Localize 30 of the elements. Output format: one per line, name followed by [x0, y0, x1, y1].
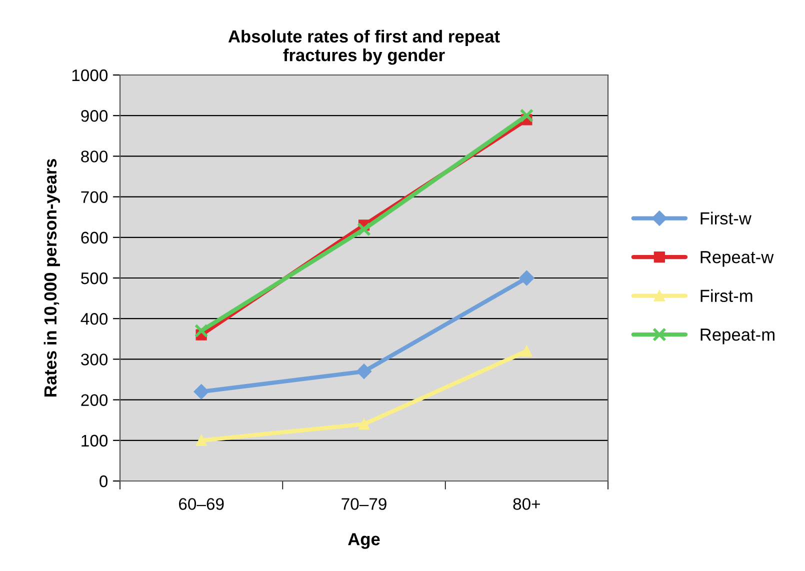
- y-tick-label: 100: [82, 434, 108, 447]
- y-tick-label: 700: [81, 191, 108, 204]
- y-tick-label: 500: [81, 272, 108, 284]
- legend-label: Repeat-m: [700, 328, 774, 344]
- y-tick-label: 200: [81, 394, 108, 406]
- x-tick-label: 80+: [513, 498, 540, 510]
- y-tick-label: 900: [81, 110, 108, 122]
- point: [519, 270, 534, 286]
- point: [520, 108, 534, 123]
- y-tick-label: 800: [81, 150, 108, 162]
- point: [356, 364, 372, 379]
- legend-label: Repeat-w: [700, 251, 774, 267]
- x-tick-label: 70–79: [342, 498, 386, 510]
- y-tick-label: 400: [80, 313, 108, 325]
- x-axis-title: Age: [348, 533, 380, 549]
- point: [194, 324, 208, 338]
- legend-label: First-m: [700, 289, 752, 302]
- y-tick-label: 0: [100, 475, 108, 488]
- point: [358, 418, 370, 430]
- legend-label: First-w: [700, 212, 752, 225]
- point: [196, 434, 207, 446]
- chart-title: Absolute rates of first and repeat fractures by gender: [228, 30, 500, 65]
- y-tick-label: 300: [81, 354, 108, 366]
- y-tick-label: 1000: [72, 69, 108, 82]
- y-tick-label: 600: [81, 232, 108, 244]
- point: [194, 384, 209, 400]
- point: [521, 346, 532, 357]
- y-axis-title: Rates in 10,000 person-years: [44, 159, 60, 396]
- point: [357, 222, 371, 236]
- x-tick-label: 60–69: [179, 498, 224, 510]
